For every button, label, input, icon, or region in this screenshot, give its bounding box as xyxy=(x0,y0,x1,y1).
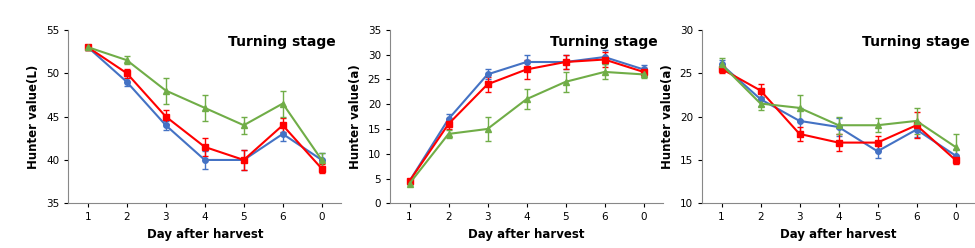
Text: Turning stage: Turning stage xyxy=(550,35,657,49)
Text: Turning stage: Turning stage xyxy=(228,35,335,49)
X-axis label: Day after harvest: Day after harvest xyxy=(146,228,263,241)
Y-axis label: Hunter value(a): Hunter value(a) xyxy=(349,64,362,169)
Y-axis label: Hunter value(a): Hunter value(a) xyxy=(661,64,674,169)
Y-axis label: Hunter value(L): Hunter value(L) xyxy=(27,64,40,169)
Text: Turning stage: Turning stage xyxy=(862,35,969,49)
X-axis label: Day after harvest: Day after harvest xyxy=(468,228,585,241)
X-axis label: Day after harvest: Day after harvest xyxy=(780,228,897,241)
